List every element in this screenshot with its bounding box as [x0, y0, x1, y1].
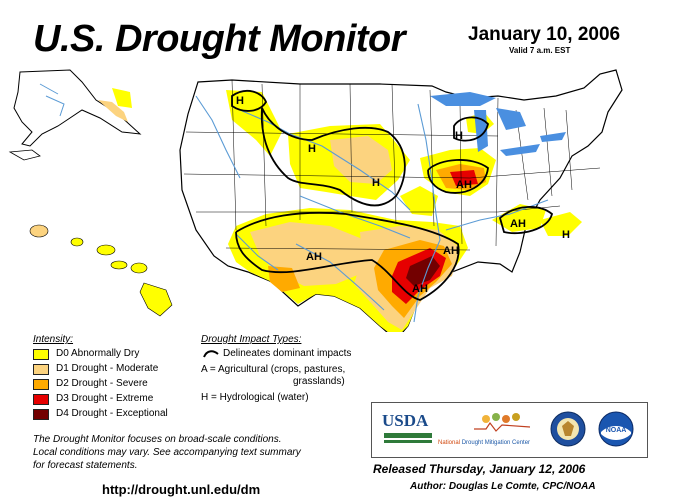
commerce-seal-icon [550, 411, 586, 447]
ndmc-name: Drought Mitigation Center [461, 440, 531, 446]
hawaii [29, 224, 173, 317]
impact-title: Drought Impact Types: [201, 334, 302, 345]
ndmc-logo-icon [474, 413, 531, 432]
intensity-title: Intensity: [33, 334, 74, 345]
usda-logo-stripe [384, 440, 432, 443]
map-label: AH [456, 179, 472, 191]
drought-url-link[interactable]: http://drought.unl.edu/dm [102, 482, 261, 497]
usda-logo-stripe [384, 433, 432, 438]
impact-agricultural-cont: grasslands) [293, 376, 345, 387]
page-title: U.S. Drought Monitor [33, 18, 406, 60]
legend-label: D0 Abnormally Dry [56, 348, 140, 359]
legend-swatch [33, 364, 49, 375]
legend-label: D2 Drought - Severe [56, 378, 148, 389]
sponsor-logos: USDA National Drought Mitigation Center … [371, 402, 648, 458]
legend-swatch [33, 349, 49, 360]
noaa-text: NOAA [606, 427, 627, 434]
great-lakes [430, 92, 566, 156]
legend-label: D1 Drought - Moderate [56, 363, 159, 374]
alaska [8, 69, 142, 161]
note-line-3: for forecast statements. [33, 460, 138, 471]
map-label: H [372, 177, 380, 189]
impact-agricultural: A = Agricultural (crops, pastures, [201, 364, 346, 375]
valid-time: Valid 7 a.m. EST [509, 46, 571, 55]
author: Author: Douglas Le Comte, CPC/NOAA [410, 481, 596, 492]
note-line-1: The Drought Monitor focuses on broad-sca… [33, 434, 282, 445]
ndmc-prefix: National [438, 440, 462, 446]
legend-swatch [33, 394, 49, 405]
ndmc-logo-text: National Drought Mitigation Center [438, 440, 530, 446]
map-label: H [308, 143, 316, 155]
usda-logo: USDA [382, 411, 429, 430]
legend-swatch [33, 379, 49, 390]
impact-labels: H H H H AH AH AH AH AH H [236, 95, 570, 295]
legend-swatch [33, 409, 49, 420]
map-label: H [236, 95, 244, 107]
note-line-2: Local conditions may vary. See accompany… [33, 447, 301, 458]
state-borders [183, 79, 601, 251]
map-label: H [455, 130, 463, 142]
impact-line-desc: Delineates dominant impacts [223, 348, 352, 359]
impact-hydrological: H = Hydrological (water) [201, 392, 309, 403]
map-label: H [562, 229, 570, 241]
map-label: AH [412, 283, 428, 295]
impact-boundaries [231, 89, 554, 301]
impact-line-icon [203, 350, 219, 358]
map-label: AH [510, 218, 526, 230]
drought-map: H H H H AH AH AH AH AH H [8, 69, 623, 332]
release-date: Released Thursday, January 12, 2006 [373, 462, 586, 476]
map-label: AH [306, 251, 322, 263]
map-date: January 10, 2006 [468, 24, 621, 45]
map-label: AH [443, 245, 459, 257]
legend-label: D3 Drought - Extreme [56, 393, 154, 404]
noaa-logo-icon: NOAA [598, 411, 634, 447]
legend-label: D4 Drought - Exceptional [56, 408, 168, 419]
